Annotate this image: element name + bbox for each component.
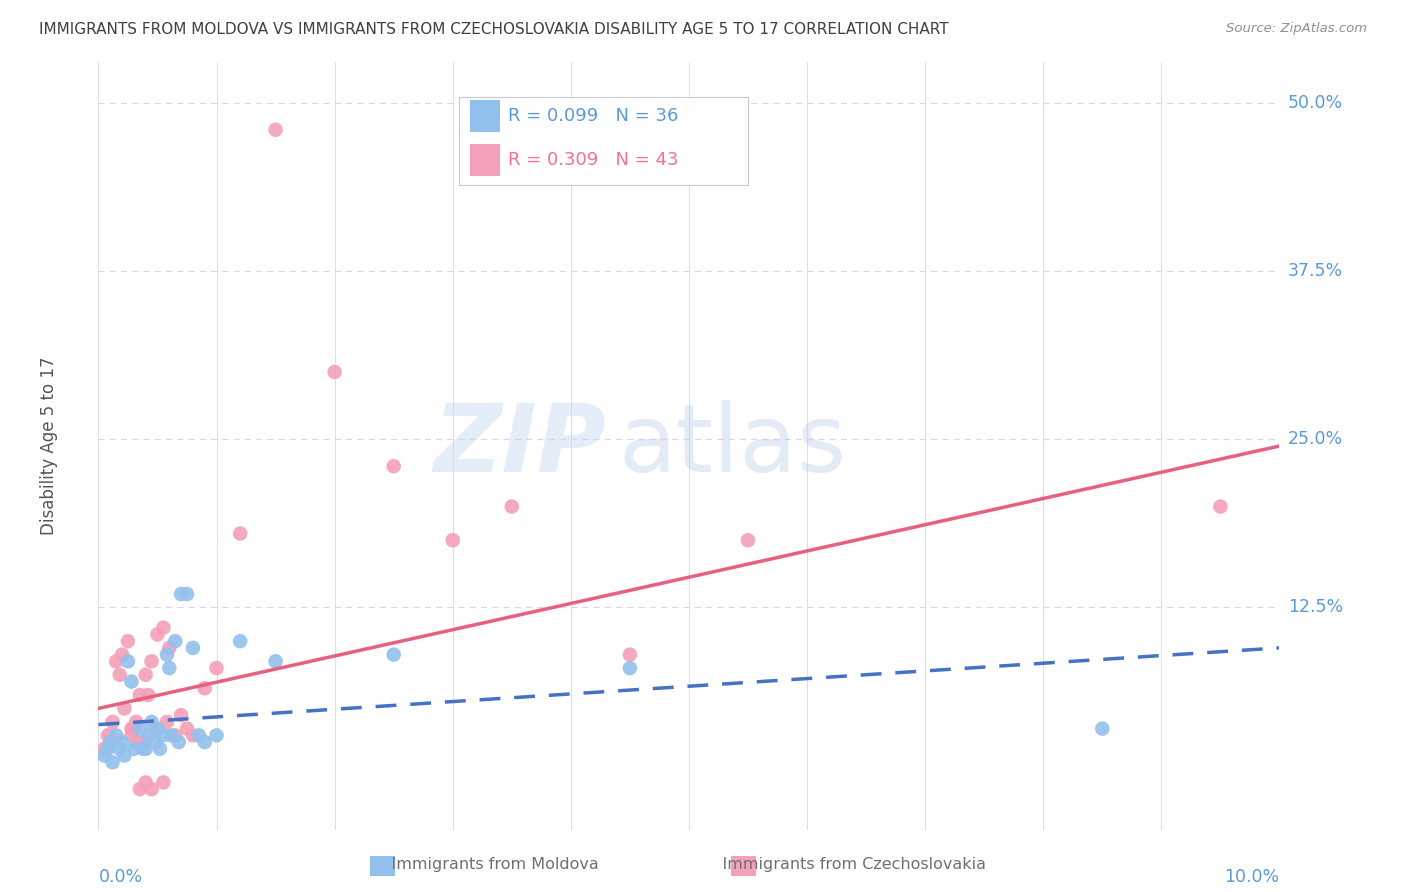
Point	[170, 587, 193, 601]
Point	[122, 722, 145, 736]
Text: 50.0%: 50.0%	[1288, 94, 1343, 112]
Point	[264, 122, 287, 136]
Point	[146, 722, 169, 736]
Point	[264, 654, 287, 668]
Point	[117, 634, 139, 648]
Text: Disability Age 5 to 17: Disability Age 5 to 17	[39, 357, 58, 535]
Point	[121, 722, 143, 736]
Point	[156, 648, 179, 662]
Text: 10.0%: 10.0%	[1225, 869, 1279, 887]
Text: Immigrants from Czechoslovakia: Immigrants from Czechoslovakia	[702, 857, 986, 872]
Point	[187, 728, 209, 742]
Point	[128, 722, 150, 736]
Point	[160, 728, 183, 742]
Point	[143, 735, 166, 749]
Text: Source: ZipAtlas.com: Source: ZipAtlas.com	[1226, 22, 1367, 36]
Point	[165, 634, 187, 648]
Point	[441, 533, 464, 548]
Point	[149, 741, 172, 756]
Point	[152, 775, 174, 789]
Point	[122, 741, 145, 756]
Point	[125, 714, 148, 729]
Point	[111, 735, 134, 749]
Point	[170, 708, 193, 723]
Point	[141, 654, 163, 668]
Text: 0.0%: 0.0%	[98, 869, 142, 887]
Point	[619, 661, 641, 675]
Point	[108, 667, 131, 681]
Point	[382, 648, 405, 662]
Text: IMMIGRANTS FROM MOLDOVA VS IMMIGRANTS FROM CZECHOSLOVAKIA DISABILITY AGE 5 TO 17: IMMIGRANTS FROM MOLDOVA VS IMMIGRANTS FR…	[39, 22, 949, 37]
Point	[117, 654, 139, 668]
Point	[135, 741, 157, 756]
Bar	[731, 856, 756, 876]
Point	[229, 634, 252, 648]
Point	[143, 722, 166, 736]
Point	[157, 640, 180, 655]
Point	[1209, 500, 1232, 514]
Point	[105, 654, 128, 668]
Text: ZIP: ZIP	[433, 400, 606, 492]
Point	[176, 587, 198, 601]
Point	[619, 648, 641, 662]
Point	[132, 741, 155, 756]
Point	[181, 640, 204, 655]
Point	[121, 728, 143, 742]
Point	[101, 714, 124, 729]
FancyBboxPatch shape	[458, 97, 748, 186]
Point	[97, 741, 120, 756]
Point	[165, 728, 187, 742]
Point	[194, 735, 217, 749]
Point	[136, 728, 159, 742]
Point	[98, 735, 121, 749]
Text: 25.0%: 25.0%	[1288, 430, 1343, 449]
Point	[737, 533, 759, 548]
Point	[194, 681, 217, 696]
Text: R = 0.309   N = 43: R = 0.309 N = 43	[508, 151, 679, 169]
Point	[135, 667, 157, 681]
Point	[501, 500, 523, 514]
Point	[112, 701, 135, 715]
Bar	[471, 100, 501, 132]
Point	[125, 735, 148, 749]
Point	[108, 741, 131, 756]
Bar	[370, 856, 395, 876]
Text: atlas: atlas	[619, 400, 846, 492]
Point	[128, 782, 150, 797]
Point	[93, 741, 115, 756]
Point	[132, 735, 155, 749]
Text: R = 0.099   N = 36: R = 0.099 N = 36	[508, 107, 679, 125]
Point	[229, 526, 252, 541]
Point	[152, 621, 174, 635]
Point	[128, 688, 150, 702]
Point	[101, 756, 124, 770]
Point	[1091, 722, 1114, 736]
Point	[112, 748, 135, 763]
Bar	[471, 144, 501, 176]
Text: 12.5%: 12.5%	[1288, 599, 1343, 616]
Point	[93, 748, 115, 763]
Point	[181, 728, 204, 742]
Text: 37.5%: 37.5%	[1288, 262, 1343, 280]
Point	[157, 661, 180, 675]
Point	[121, 674, 143, 689]
Point	[323, 365, 346, 379]
Point	[167, 735, 190, 749]
Point	[146, 627, 169, 641]
Text: Immigrants from Moldova: Immigrants from Moldova	[371, 857, 599, 872]
Point	[136, 688, 159, 702]
Point	[141, 714, 163, 729]
Point	[205, 661, 228, 675]
Point	[156, 714, 179, 729]
Point	[205, 728, 228, 742]
Point	[141, 782, 163, 797]
Point	[105, 728, 128, 742]
Point	[97, 728, 120, 742]
Point	[111, 648, 134, 662]
Point	[98, 735, 121, 749]
Point	[152, 728, 174, 742]
Point	[135, 775, 157, 789]
Point	[382, 459, 405, 474]
Point	[176, 722, 198, 736]
